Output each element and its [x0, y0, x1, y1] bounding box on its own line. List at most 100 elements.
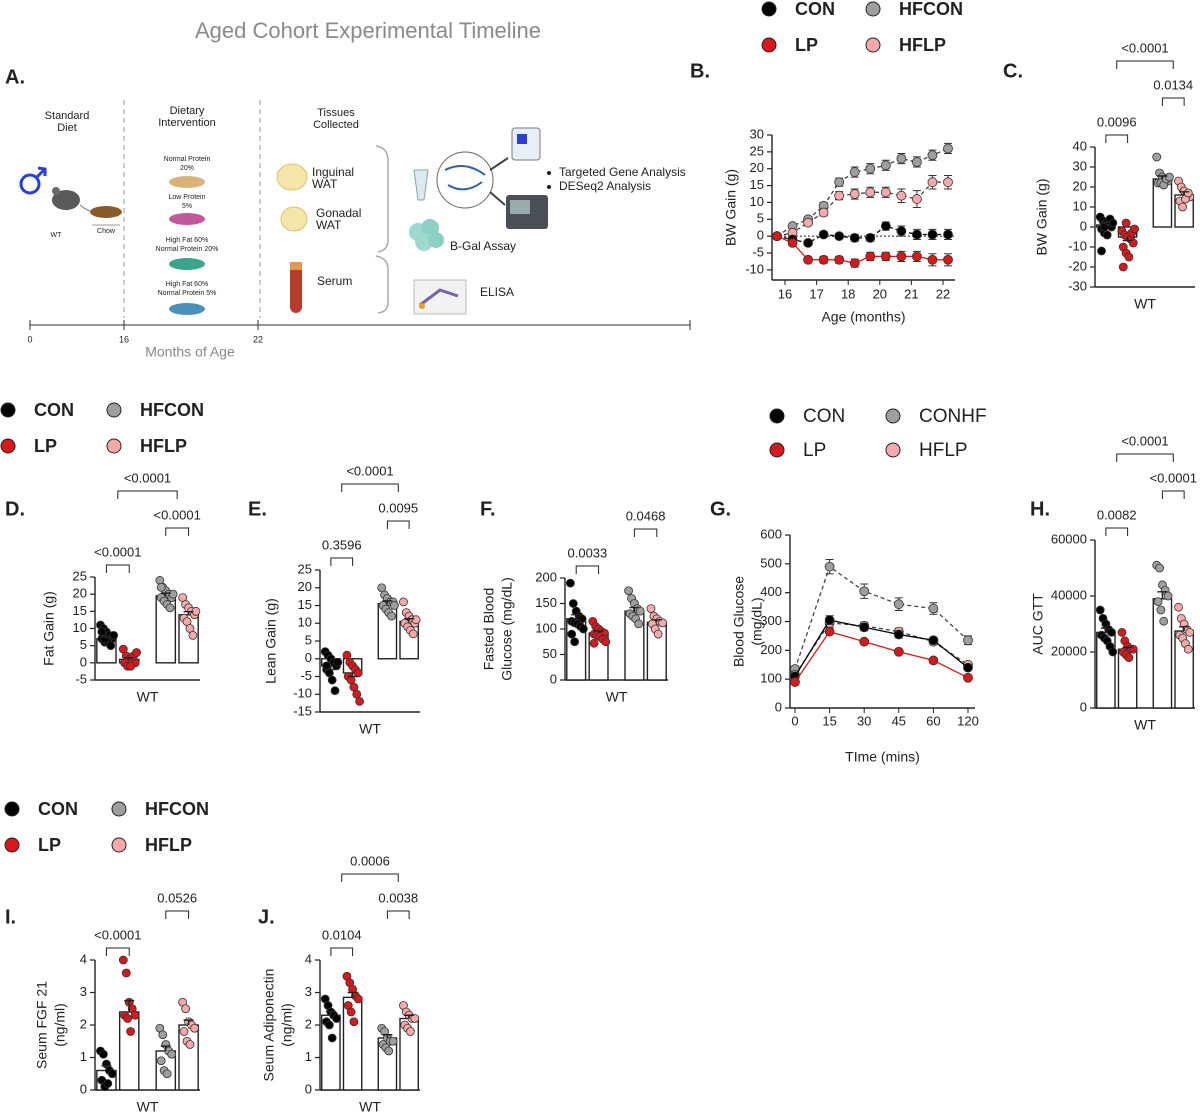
- data-point: [824, 626, 835, 637]
- y-tick-label: 0: [1080, 218, 1087, 233]
- significance-bracket: [1161, 97, 1185, 106]
- data-point: [880, 221, 891, 231]
- data-point: [99, 1049, 108, 1059]
- significance-bracket: [1105, 527, 1129, 536]
- data-point: [167, 1049, 177, 1059]
- data-point: [912, 194, 922, 204]
- y-tick-label: -30: [1068, 278, 1087, 293]
- tissue-label: Serum: [317, 274, 352, 288]
- y-axis-label: (ng/ml): [279, 1003, 295, 1047]
- significance-bracket: [1161, 490, 1185, 499]
- y-tick-label: 30: [750, 126, 764, 141]
- diet-label: Normal Protein: [164, 156, 211, 163]
- bar: [1152, 598, 1173, 709]
- data-point: [893, 599, 904, 610]
- error-bar: [593, 630, 604, 634]
- significance-bracket: [633, 528, 658, 537]
- p-value: <0.0001: [153, 507, 200, 522]
- diet-pile: [169, 258, 205, 270]
- legend-marker: [769, 408, 785, 424]
- legend-marker: [885, 408, 901, 424]
- data-point: [1108, 647, 1118, 657]
- data-point: [646, 604, 656, 613]
- data-point: [818, 229, 829, 240]
- legend-label: LP: [803, 440, 826, 461]
- y-axis-label: Fat Gain (g): [41, 591, 57, 666]
- y-tick-label: 3: [305, 984, 312, 999]
- data-point: [927, 177, 938, 188]
- tissue-icon: [276, 163, 308, 191]
- p-value: 0.0468: [626, 508, 666, 523]
- legend-marker: [106, 402, 122, 418]
- data-point: [1128, 644, 1138, 654]
- error-bar: [1122, 646, 1133, 650]
- data-point: [943, 254, 953, 265]
- data-point: [158, 1030, 168, 1040]
- x-tick-label: 22: [936, 286, 950, 301]
- data-point: [824, 561, 835, 572]
- y-tick-label: 10: [298, 615, 312, 630]
- legend-label: LP: [795, 35, 818, 55]
- legend-label: LP: [34, 436, 57, 456]
- legend-marker: [106, 438, 122, 454]
- data-point: [834, 254, 845, 265]
- x-tick-label: 30: [857, 713, 871, 728]
- significance-bracket: [1116, 453, 1174, 462]
- legend-marker: [4, 837, 20, 853]
- error-bar: [183, 1019, 194, 1025]
- data-point: [803, 238, 813, 248]
- diet-label: 5%: [182, 203, 192, 210]
- error-bar: [1157, 591, 1168, 599]
- data-point: [399, 597, 408, 607]
- p-value: 0.0038: [378, 890, 418, 905]
- y-tick-label: 10: [73, 620, 87, 635]
- data-point: [1095, 605, 1105, 615]
- significance-bracket: [330, 557, 354, 566]
- data-point: [818, 254, 829, 265]
- significance-bracket: [105, 947, 130, 956]
- y-tick-label: 25: [298, 561, 312, 576]
- x-tick-label: 120: [957, 713, 979, 728]
- data-point: [168, 589, 178, 599]
- data-point: [943, 229, 953, 240]
- legend-marker: [885, 442, 901, 458]
- p-value: 0.0082: [1097, 507, 1137, 522]
- bar: [118, 1011, 140, 1091]
- panel-label: C.: [1003, 60, 1023, 82]
- panel-label: E.: [248, 498, 267, 520]
- p-value: 0.0104: [322, 927, 362, 942]
- y-tick-label: 15: [73, 603, 87, 618]
- data-point: [963, 635, 973, 646]
- data-point: [162, 1069, 172, 1079]
- data-point: [912, 157, 922, 167]
- tissue-label: Gonadal: [316, 206, 361, 220]
- panel-label: D.: [5, 498, 25, 520]
- data-point: [132, 648, 141, 657]
- data-point: [106, 641, 116, 651]
- y-tick-label: 10: [1073, 198, 1087, 213]
- panel-label: H.: [1030, 498, 1050, 520]
- data-point: [406, 1027, 415, 1036]
- data-point: [107, 1069, 117, 1079]
- data-point: [849, 167, 860, 177]
- error-bar: [1179, 626, 1190, 631]
- diet-label: High Fat 60%: [166, 237, 208, 244]
- legend-marker: [111, 801, 127, 817]
- y-tick-label: 40: [1073, 138, 1087, 153]
- data-point: [824, 615, 835, 625]
- x-axis-label: WT: [359, 1099, 381, 1115]
- y-axis-label: BW Gain (g): [723, 169, 739, 246]
- y-tick-label: 25: [750, 143, 764, 158]
- significance-bracket: [1105, 134, 1129, 143]
- data-point: [928, 635, 939, 646]
- y-tick-label: 20: [1073, 178, 1087, 193]
- panel-label: J.: [258, 906, 275, 928]
- error-bar: [347, 991, 358, 998]
- panel-label: F.: [480, 498, 496, 520]
- legend-marker: [0, 438, 16, 454]
- data-point: [103, 1079, 113, 1088]
- data-point: [1121, 218, 1131, 228]
- y-tick-label: 100: [760, 671, 782, 686]
- data-point: [332, 1014, 341, 1023]
- serum-tube-cap: [290, 262, 302, 270]
